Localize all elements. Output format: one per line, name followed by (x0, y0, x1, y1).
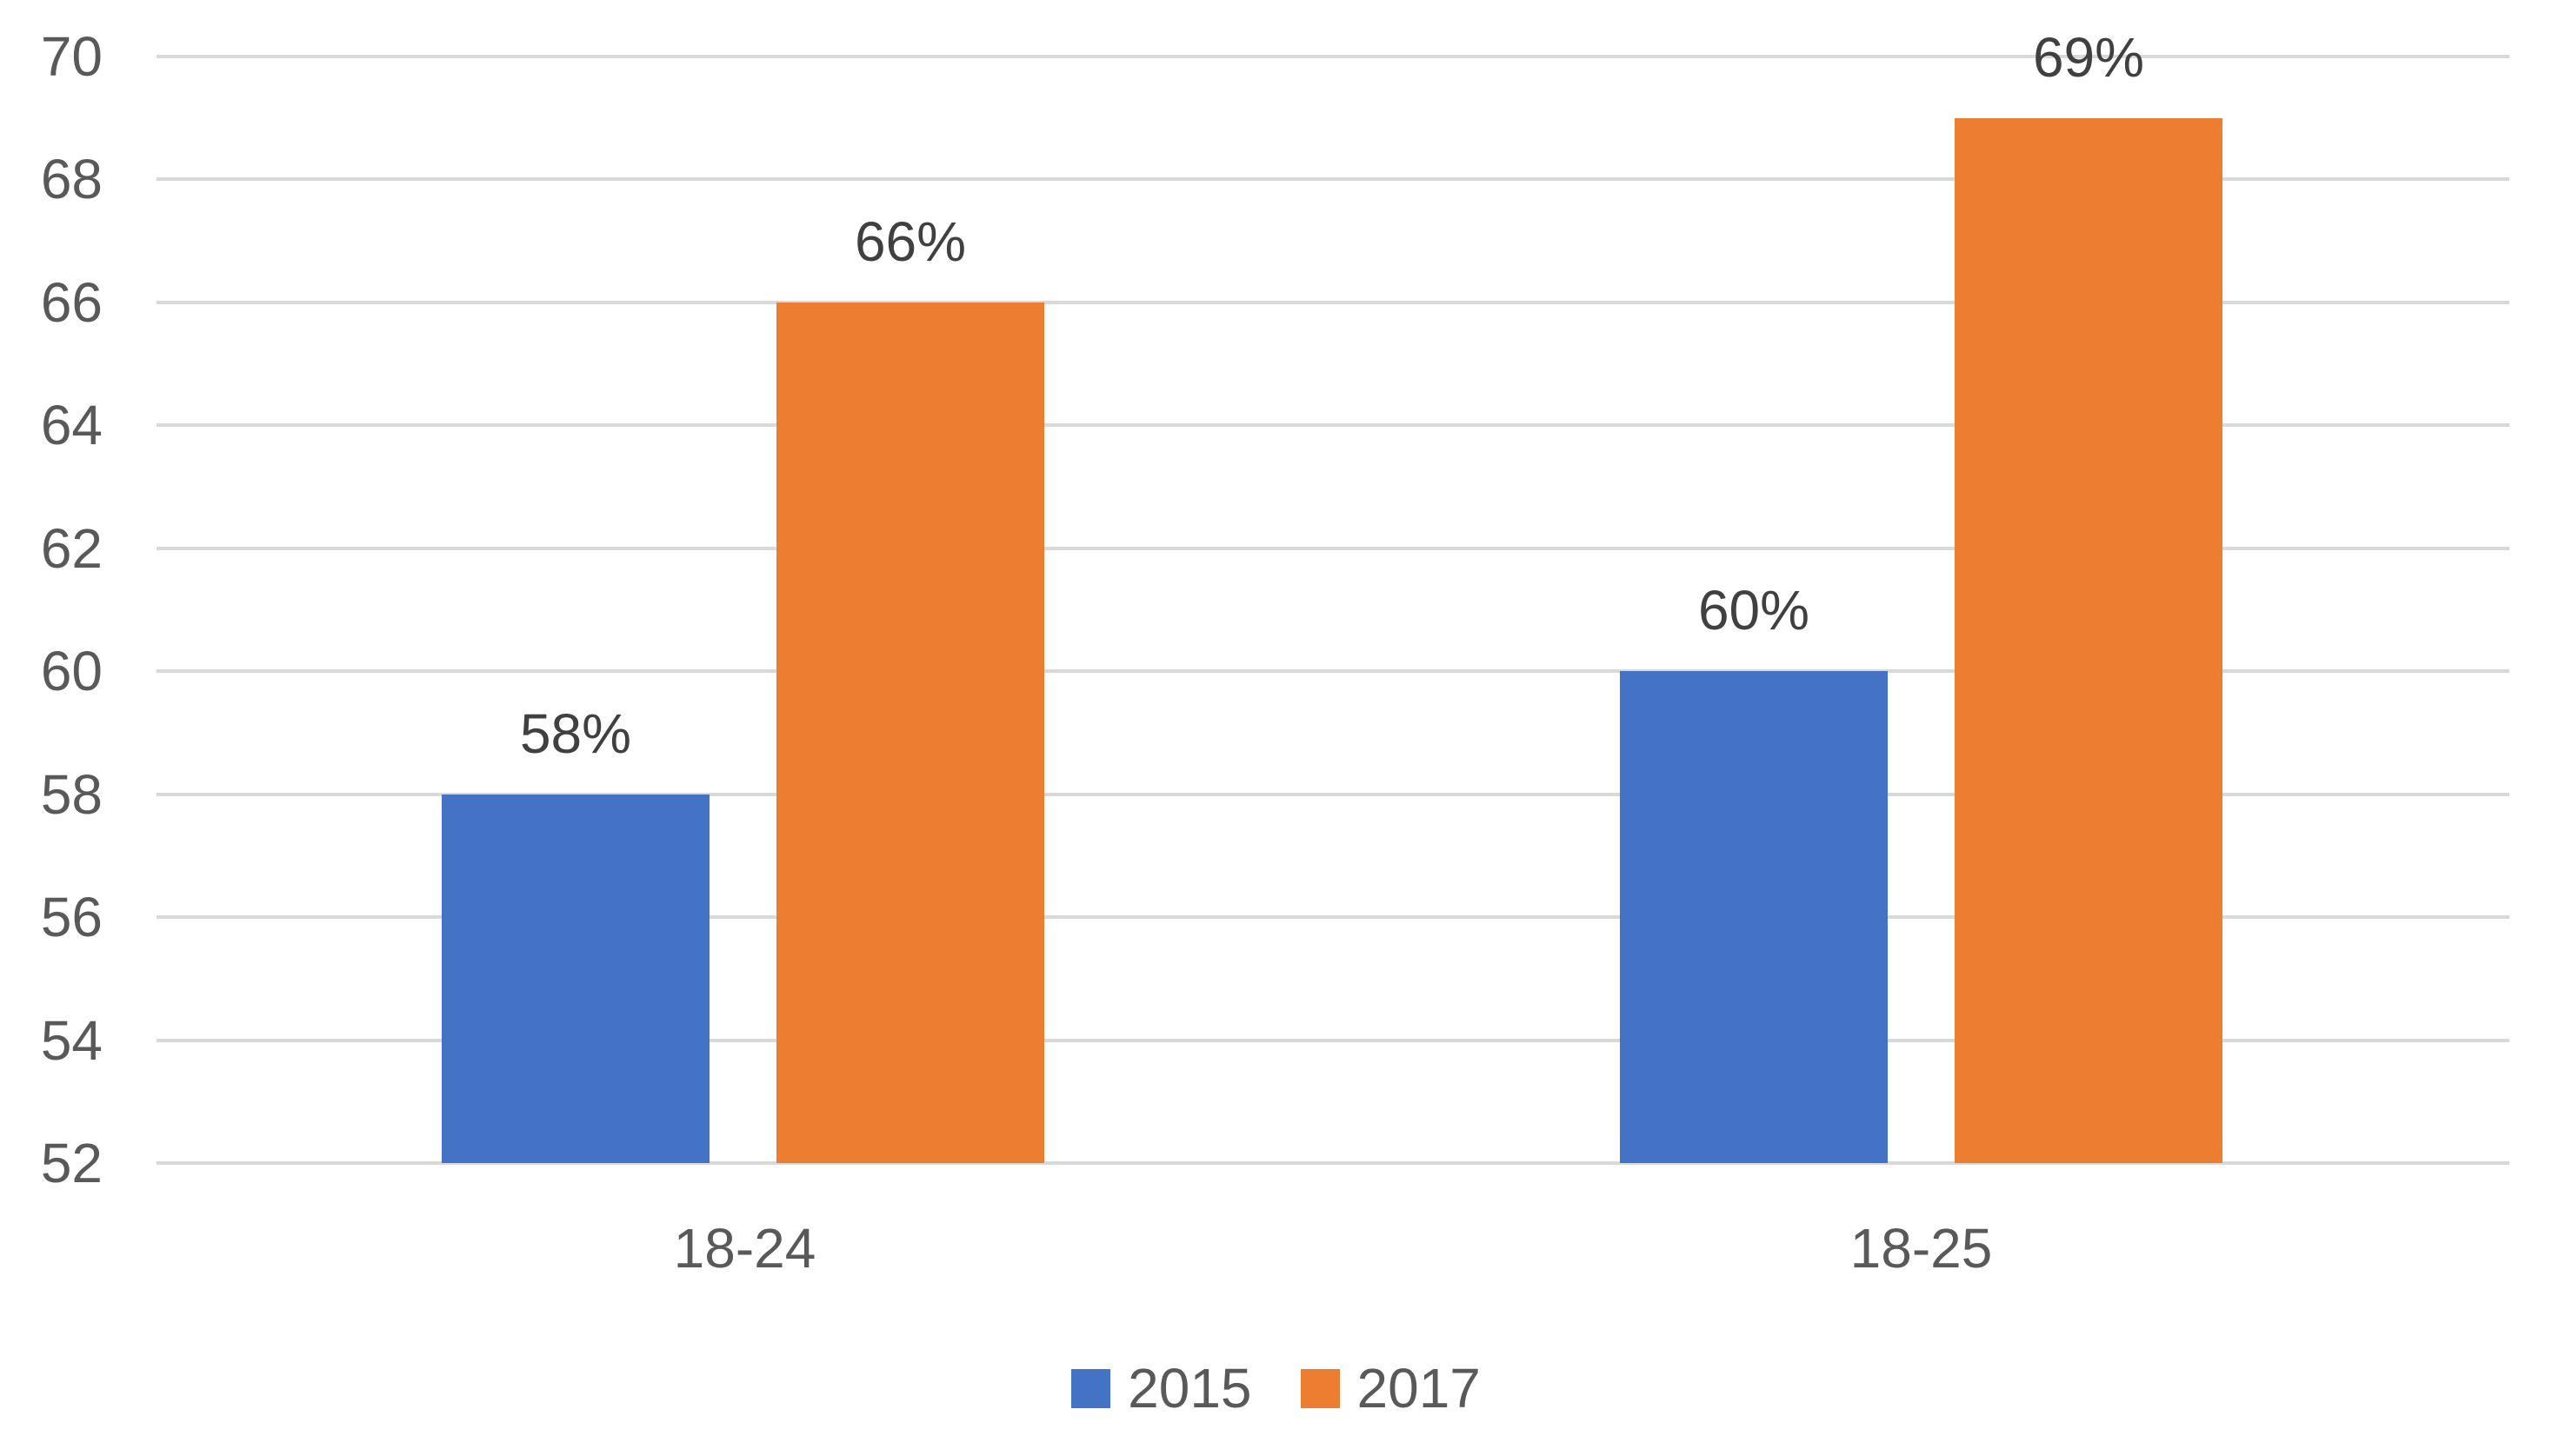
x-axis: 18-24 18-25 (0, 1215, 2552, 1285)
gridline (157, 547, 2509, 550)
y-axis-tick-label: 68 (40, 148, 103, 210)
bar-value-label: 58% (519, 701, 632, 765)
legend: 2015 2017 (0, 1358, 2552, 1419)
legend-item-2015: 2015 (1071, 1357, 1252, 1419)
bar-value-label: 66% (854, 209, 967, 273)
gridline (157, 793, 2509, 796)
legend-label-2017: 2017 (1356, 1357, 1481, 1419)
gridline (157, 423, 2509, 427)
legend-label-2015: 2015 (1128, 1357, 1252, 1419)
y-axis-tick-label: 52 (40, 1132, 103, 1194)
gridline (157, 301, 2509, 304)
bar-2015-18-25: 60% (1620, 582, 1888, 1163)
x-axis-category-label: 18-24 (673, 1217, 816, 1280)
legend-swatch-2017 (1300, 1368, 1340, 1408)
gridline (157, 669, 2509, 673)
y-axis-tick-label: 58 (40, 763, 103, 826)
bar-2017-18-25: 69% (1955, 30, 2222, 1163)
gridline (157, 1039, 2509, 1042)
y-axis-tick-label: 60 (40, 640, 103, 702)
bar-2017-18-24: 66% (776, 214, 1044, 1163)
gridline (157, 1161, 2509, 1165)
gridline (157, 177, 2509, 181)
y-axis-tick-label: 66 (40, 271, 103, 334)
legend-swatch-2015 (1071, 1368, 1111, 1408)
y-axis-tick-label: 64 (40, 394, 103, 456)
gridline (157, 55, 2509, 58)
x-axis-category-label: 18-25 (1849, 1217, 1993, 1280)
y-axis-tick-label: 56 (40, 886, 103, 948)
plot-area: 58% 66% 60% 69% (157, 30, 2509, 1165)
bar-value-label: 60% (1697, 579, 1810, 642)
gridline (157, 915, 2509, 919)
y-axis-tick-label: 54 (40, 1009, 103, 1072)
y-axis-tick-label: 70 (40, 25, 103, 88)
bar-value-label: 69% (2032, 25, 2145, 89)
legend-item-2017: 2017 (1300, 1357, 1481, 1419)
y-axis: 70 68 66 64 62 60 58 56 54 52 (0, 29, 103, 1191)
y-axis-tick-label: 62 (40, 517, 103, 580)
bar-2015-18-24: 58% (442, 706, 710, 1163)
